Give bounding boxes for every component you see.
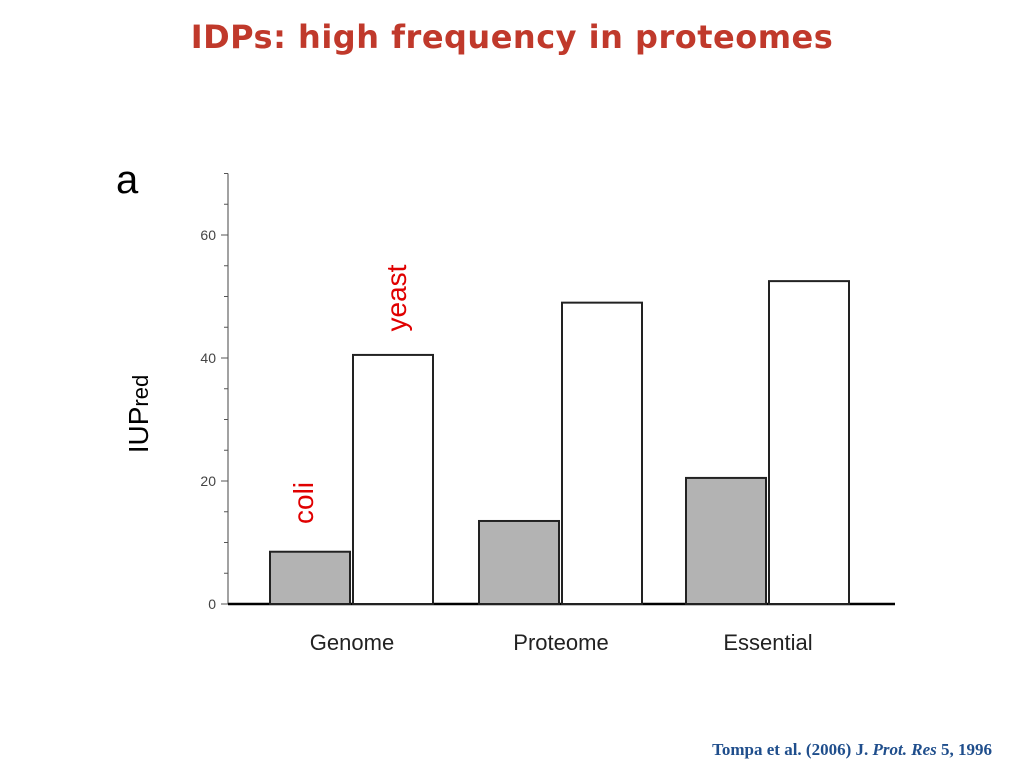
citation-volume: 5, 1996 xyxy=(936,740,992,759)
series-label-yeast: yeast xyxy=(381,264,412,331)
bar-coli-genome xyxy=(269,550,351,605)
citation: Tompa et al. (2006) J. Prot. Res 5, 1996 xyxy=(712,740,992,760)
y-tick-label: 40 xyxy=(200,350,216,366)
x-category-label: Genome xyxy=(310,630,394,655)
x-category-label: Proteome xyxy=(513,630,608,655)
bar-yeast-essential xyxy=(768,280,850,605)
series-label-coli: coli xyxy=(288,482,319,524)
panel-label: a xyxy=(116,158,139,202)
bar-yeast-genome xyxy=(352,353,434,605)
y-axis-label: IUPred xyxy=(123,375,154,453)
slide-title: IDPs: high frequency in proteomes xyxy=(190,18,834,56)
citation-journal: Prot. Res xyxy=(872,740,937,759)
y-tick-label: 0 xyxy=(208,596,216,612)
x-category-label: Essential xyxy=(723,630,812,655)
bar-coli-proteome xyxy=(478,519,560,605)
citation-authors: Tompa et al. (2006) J. xyxy=(712,740,873,759)
y-tick-label: 60 xyxy=(200,227,216,243)
bar-yeast-proteome xyxy=(561,301,643,605)
bar-coli-essential xyxy=(685,476,767,605)
y-tick-label: 20 xyxy=(200,473,216,489)
